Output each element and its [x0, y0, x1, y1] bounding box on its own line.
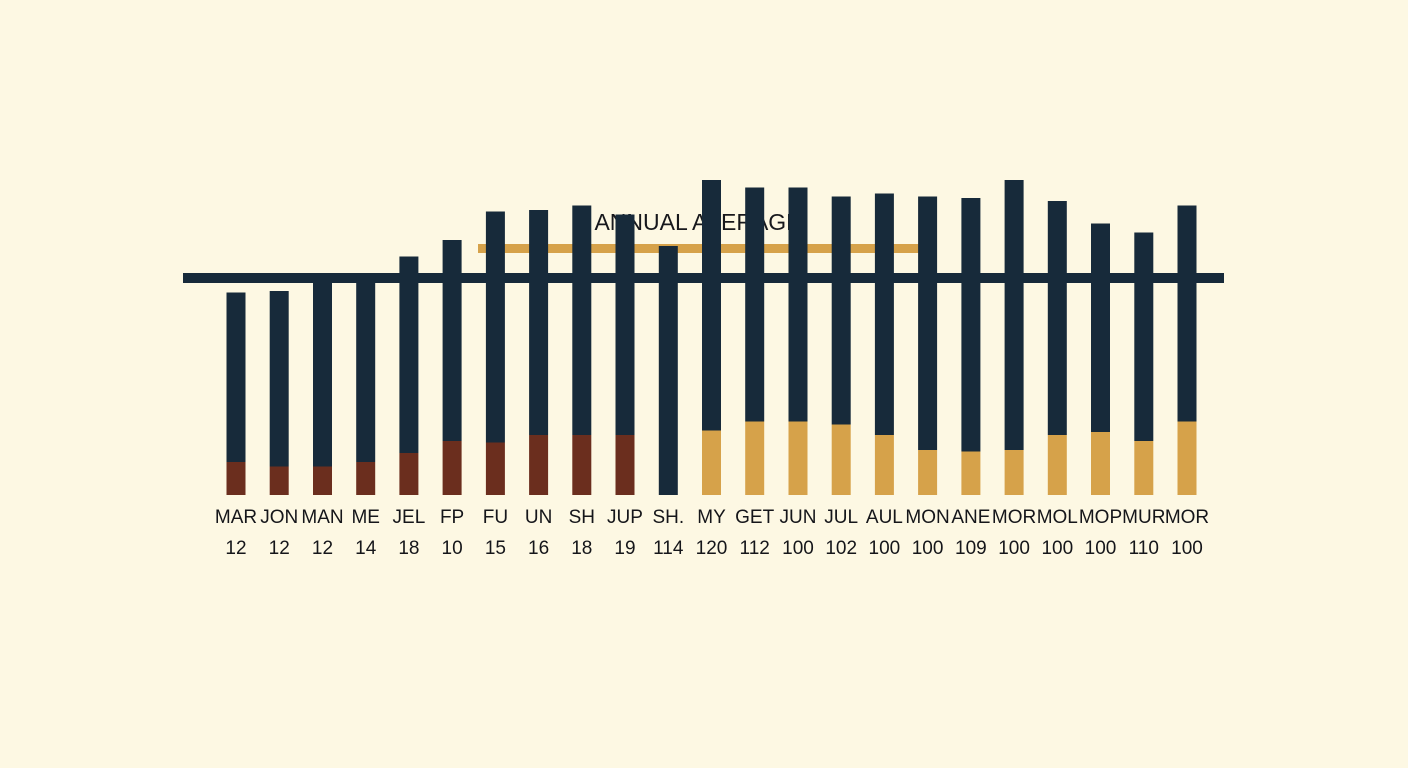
bar-upper-segment	[442, 240, 462, 441]
category-label: FU	[483, 507, 508, 528]
bar-upper-segment	[874, 193, 894, 435]
bar-upper-segment	[356, 276, 376, 462]
value-label: 100	[869, 538, 901, 559]
bar-upper-segment	[1047, 201, 1067, 435]
bar-upper-segment	[1091, 223, 1110, 432]
bar-lower-segment	[529, 435, 549, 495]
bar-lower-segment	[615, 435, 635, 495]
average-band	[478, 244, 925, 253]
category-label: MAR	[215, 507, 257, 528]
value-label: 100	[1041, 538, 1073, 559]
value-label: 12	[225, 538, 246, 559]
bar-upper-segment	[399, 256, 419, 453]
category-label: MOR	[992, 507, 1036, 528]
category-label: MON	[905, 507, 949, 528]
bar-lower-segment	[1047, 435, 1067, 495]
bar-lower-segment	[1134, 441, 1154, 495]
value-label: 114	[653, 538, 684, 559]
category-label: JUN	[780, 507, 817, 528]
bar-lower-segment	[572, 435, 592, 495]
bar-upper-segment	[831, 196, 851, 425]
bar-lower-segment	[399, 453, 419, 495]
category-label: MOP	[1079, 507, 1122, 528]
bar-upper-segment	[529, 210, 549, 435]
category-label: JON	[260, 507, 298, 528]
bar-upper-segment	[1134, 232, 1154, 441]
category-label: MUR	[1122, 507, 1165, 528]
bar-lower-segment	[961, 451, 981, 495]
bar-lower-segment	[788, 421, 808, 495]
value-label: 102	[825, 538, 857, 559]
category-label: ANE	[951, 507, 990, 528]
value-label: 112	[740, 538, 770, 559]
bar-upper-segment	[918, 196, 938, 450]
value-label: 16	[528, 538, 549, 559]
bar-lower-segment	[874, 435, 894, 495]
bar-upper-segment	[961, 198, 981, 452]
category-label: MOL	[1037, 507, 1078, 528]
category-label: MY	[697, 507, 726, 528]
value-label: 14	[355, 538, 377, 559]
value-label: 100	[998, 538, 1030, 559]
bar-lower-segment	[1177, 421, 1197, 495]
bar-upper-segment	[313, 282, 332, 467]
bar-upper-segment	[658, 246, 678, 495]
bar-lower-segment	[1004, 450, 1024, 495]
bar-upper-segment	[702, 180, 721, 431]
bar-lower-segment	[226, 462, 246, 495]
value-label: 100	[1085, 538, 1117, 559]
labels: MAR 12 JON 12 MAN 12 ME 14 JEL 18 FP 10 FU 15 UN 16 SH 18…	[215, 507, 1209, 559]
bar-lower-segment	[356, 462, 376, 495]
value-label: 109	[955, 538, 987, 559]
bar-lower-segment	[918, 450, 938, 495]
bar-lower-segment	[1091, 432, 1110, 495]
bar-upper-segment	[615, 214, 635, 435]
category-label: AUL	[866, 507, 903, 528]
value-label: 10	[442, 538, 463, 559]
value-label: 120	[696, 538, 728, 559]
category-label: FP	[440, 507, 464, 528]
category-label: SH	[569, 507, 595, 528]
bar-lower-segment	[269, 466, 289, 495]
value-label: 100	[1171, 538, 1203, 559]
category-label: JUL	[824, 507, 858, 528]
value-label: 100	[912, 538, 944, 559]
category-label: SH.	[652, 507, 684, 528]
bar-upper-segment	[269, 291, 289, 467]
value-label: 15	[485, 538, 506, 559]
bar-lower-segment	[485, 442, 505, 495]
bar-upper-segment	[485, 211, 505, 443]
category-label: MAN	[301, 507, 343, 528]
bar-lower-segment	[313, 466, 332, 495]
value-label: 18	[571, 538, 592, 559]
bar-upper-segment	[1177, 205, 1197, 422]
value-label: 19	[614, 538, 635, 559]
category-label: MOR	[1165, 507, 1209, 528]
bar-upper-segment	[788, 187, 808, 422]
value-label: 18	[398, 538, 419, 559]
bar-lower-segment	[442, 441, 462, 495]
category-label: UN	[525, 507, 552, 528]
bar-lower-segment	[745, 421, 765, 495]
category-label: GET	[735, 507, 774, 528]
bar-lower-segment	[831, 424, 851, 495]
bar-upper-segment	[572, 205, 592, 435]
bar-upper-segment	[1004, 180, 1024, 450]
bar-upper-segment	[226, 292, 246, 462]
bar-upper-segment	[745, 187, 765, 422]
category-label: JEL	[393, 507, 426, 528]
bars	[226, 180, 1197, 495]
value-label: 12	[269, 538, 290, 559]
value-label: 100	[782, 538, 814, 559]
category-label: JUP	[607, 507, 643, 528]
bar-lower-segment	[702, 430, 721, 495]
value-label: 110	[1129, 538, 1159, 559]
category-label: ME	[351, 507, 380, 528]
value-label: 12	[312, 538, 333, 559]
